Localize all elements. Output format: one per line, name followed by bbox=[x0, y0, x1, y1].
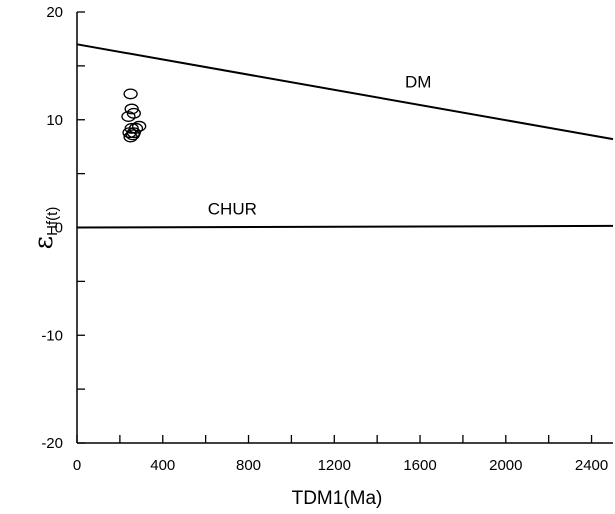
y-axis-title-subscript: Hf(t) bbox=[44, 207, 61, 236]
data-point bbox=[122, 127, 137, 139]
x-tick-label: 0 bbox=[73, 457, 81, 474]
y-tick-label: -10 bbox=[41, 327, 63, 344]
x-tick-label: 1200 bbox=[318, 457, 351, 474]
x-tick-label: 1600 bbox=[403, 457, 436, 474]
y-axis-title: εHf(t) bbox=[29, 207, 61, 250]
x-tick-label: 2400 bbox=[575, 457, 608, 474]
data-point bbox=[123, 131, 138, 143]
y-tick-label: 0 bbox=[55, 220, 63, 237]
chur-label: CHUR bbox=[208, 200, 257, 219]
reference-lines: DM CHUR bbox=[76, 43, 614, 229]
data-points bbox=[121, 88, 147, 143]
x-tick-label: 800 bbox=[236, 457, 261, 474]
labels: TDM1(Ma) εHf(t) bbox=[29, 207, 382, 509]
y-tick-label: 20 bbox=[46, 4, 63, 21]
data-point bbox=[126, 107, 141, 119]
y-axis-title-symbol: ε bbox=[29, 236, 59, 249]
axes: -20 -10 0 10 20 0 400 800 1200 1600 2000 2400 bbox=[41, 4, 613, 474]
data-point bbox=[125, 129, 140, 141]
x-tick-label: 2000 bbox=[489, 457, 522, 474]
x-axis-title: TDM1(Ma) bbox=[292, 488, 383, 509]
data-point bbox=[121, 111, 136, 122]
chur-line bbox=[76, 224, 614, 229]
data-point bbox=[123, 88, 138, 100]
x-tick-label: 400 bbox=[150, 457, 175, 474]
y-tick-label: 10 bbox=[46, 112, 63, 129]
dm-label: DM bbox=[405, 72, 431, 91]
data-point bbox=[132, 120, 147, 132]
y-tick-label: -20 bbox=[41, 435, 63, 452]
dm-line bbox=[76, 43, 614, 141]
